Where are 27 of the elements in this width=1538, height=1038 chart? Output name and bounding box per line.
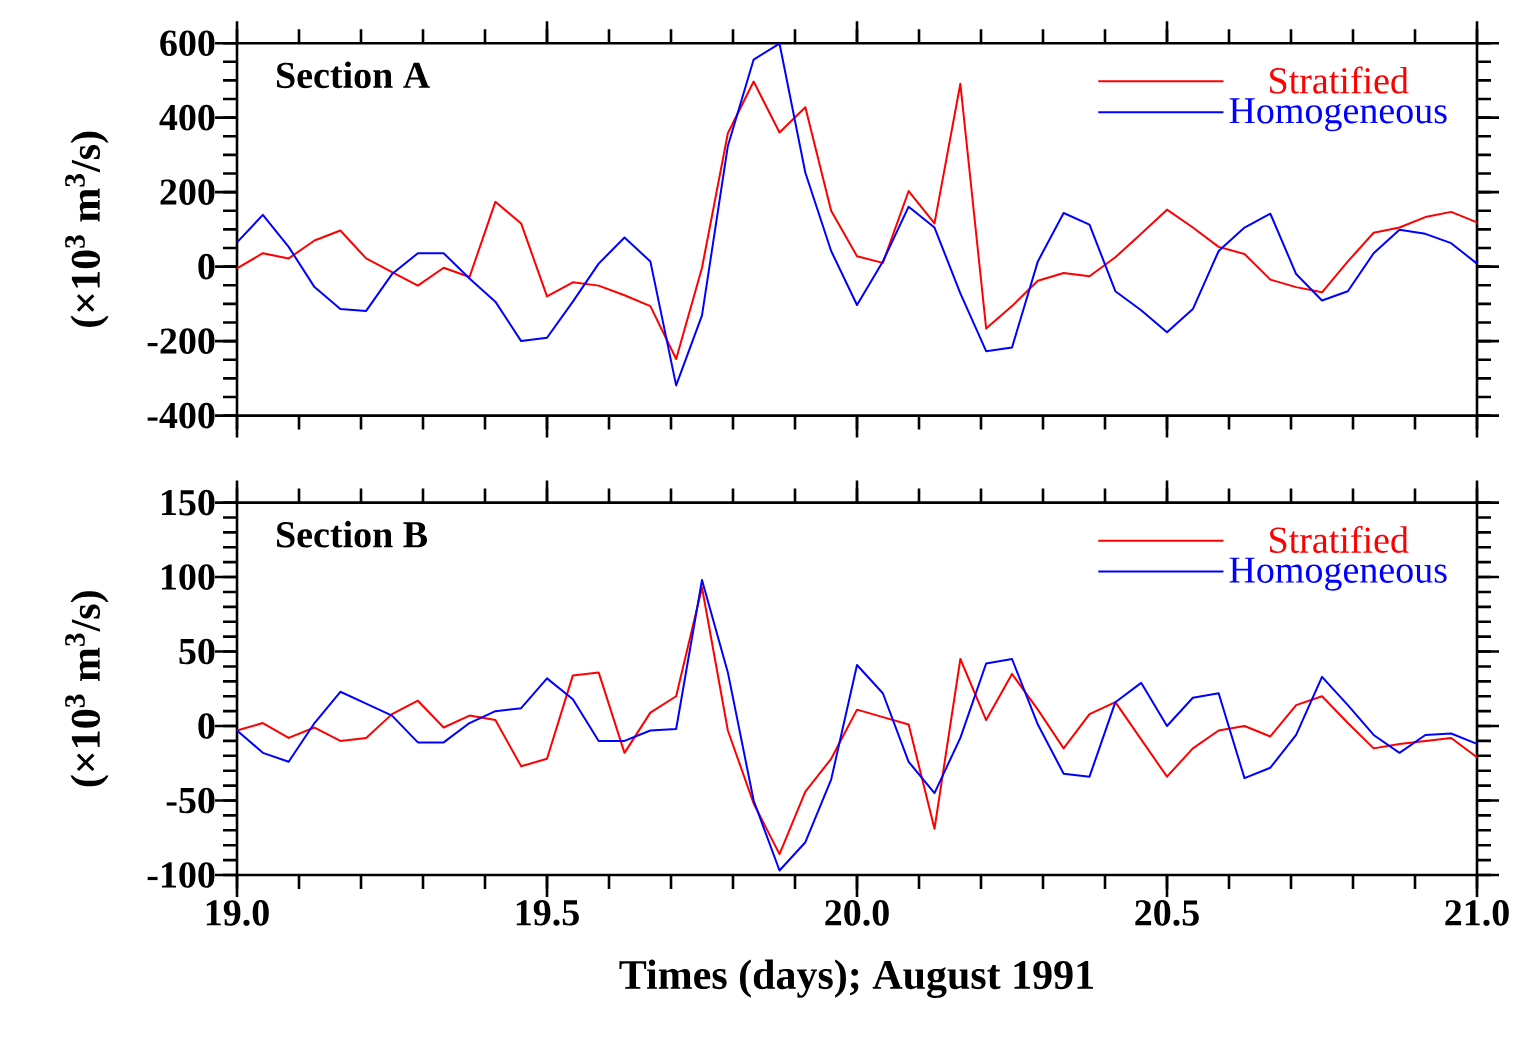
- y-tick-label: -50: [166, 787, 215, 814]
- legend-label: Homogeneous: [1229, 98, 1447, 132]
- x-tick-label: 20.5: [1135, 900, 1199, 926]
- legend-label: Homogeneous: [1229, 557, 1447, 591]
- y-tick-label: -400: [147, 402, 215, 429]
- x-tick-label: 19.0: [206, 900, 269, 926]
- y-axis-title: (×10$^{3}$ m$^{3}$/s): [65, 591, 109, 787]
- y-axis-title: (×10$^{3}$ m$^{3}$/s): [65, 131, 109, 327]
- line-series: [236, 42, 1478, 387]
- x-tick-label: 21.0: [1445, 900, 1509, 926]
- x-tick-label: 19.5: [516, 900, 579, 926]
- y-tick-label: 100: [161, 564, 215, 590]
- x-axis-title: Times (days); August 1991: [619, 959, 1093, 999]
- legend-label: Stratified: [1270, 66, 1409, 94]
- y-tick-label: 150: [161, 489, 215, 516]
- annotation: Section A: [277, 61, 430, 89]
- y-tick-label: 200: [160, 179, 215, 205]
- legend-label: Stratified: [1270, 525, 1409, 554]
- y-tick-label: -200: [147, 328, 215, 354]
- annotation: Section B: [277, 520, 428, 548]
- y-tick-label: 50: [179, 638, 215, 665]
- y-tick-label: -100: [147, 862, 215, 888]
- y-tick-label: 400: [159, 104, 215, 131]
- y-tick-label: 600: [160, 30, 215, 57]
- y-tick-label: 0: [198, 253, 215, 280]
- x-tick-label: 20.0: [825, 900, 889, 926]
- y-tick-label: 0: [198, 713, 215, 739]
